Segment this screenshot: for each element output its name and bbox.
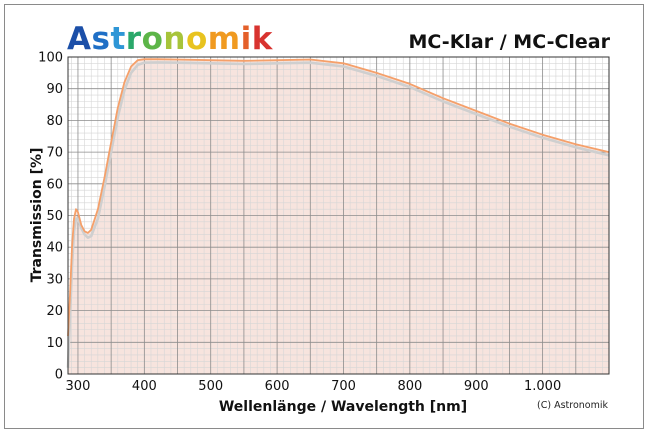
x-tick-label: 900 (464, 379, 489, 394)
y-tick-label: 0 (55, 368, 63, 383)
x-tick-label: 600 (265, 379, 290, 394)
y-tick-label: 30 (46, 272, 63, 287)
brand-letter: r (126, 21, 142, 57)
y-tick-label: 40 (46, 241, 63, 256)
y-tick-label: 10 (46, 336, 63, 351)
x-axis-label: Wellenlänge / Wavelength [nm] (219, 399, 467, 415)
brand-letter: A (67, 21, 92, 57)
brand-letter: i (241, 21, 252, 57)
x-tick-label: 700 (331, 379, 356, 394)
x-tick-label: 800 (397, 379, 422, 394)
y-tick-label: 80 (46, 114, 63, 129)
series-line-shadow (66, 61, 610, 368)
x-tick-label: 400 (132, 379, 157, 394)
brand-letter: o (186, 21, 208, 57)
y-axis-label: Transmission [%] (29, 148, 45, 283)
brand-letter: m (208, 21, 241, 57)
brand-letter: o (142, 21, 164, 57)
copyright-credit: (C) Astronomik (537, 400, 608, 411)
brand-logo: Astronomik (67, 21, 274, 57)
series-line-transmission (67, 58, 610, 337)
y-tick-label: 90 (46, 82, 63, 97)
brand-letter: t (110, 21, 125, 57)
y-tick-label: 100 (38, 51, 63, 66)
x-tick-label: 300 (66, 379, 91, 394)
brand-letter: s (92, 21, 111, 57)
series-area-fill (68, 59, 609, 374)
x-tick-label: 1.000 (524, 379, 561, 394)
brand-letter: k (252, 21, 274, 57)
x-tick-label: 500 (198, 379, 223, 394)
y-tick-label: 20 (46, 304, 63, 319)
plot-area: 0 10 20 30 40 50 60 70 80 90 100 300 400 500 600 700 800… (38, 51, 610, 394)
plot-border (67, 56, 610, 375)
chart-title: MC-Klar / MC-Clear (409, 31, 611, 53)
y-tick-label: 50 (46, 209, 63, 224)
y-tick-label: 70 (46, 146, 63, 161)
brand-logo-text: Astronomik (67, 21, 274, 57)
y-tick-label: 60 (46, 177, 63, 192)
brand-letter: n (163, 21, 186, 57)
